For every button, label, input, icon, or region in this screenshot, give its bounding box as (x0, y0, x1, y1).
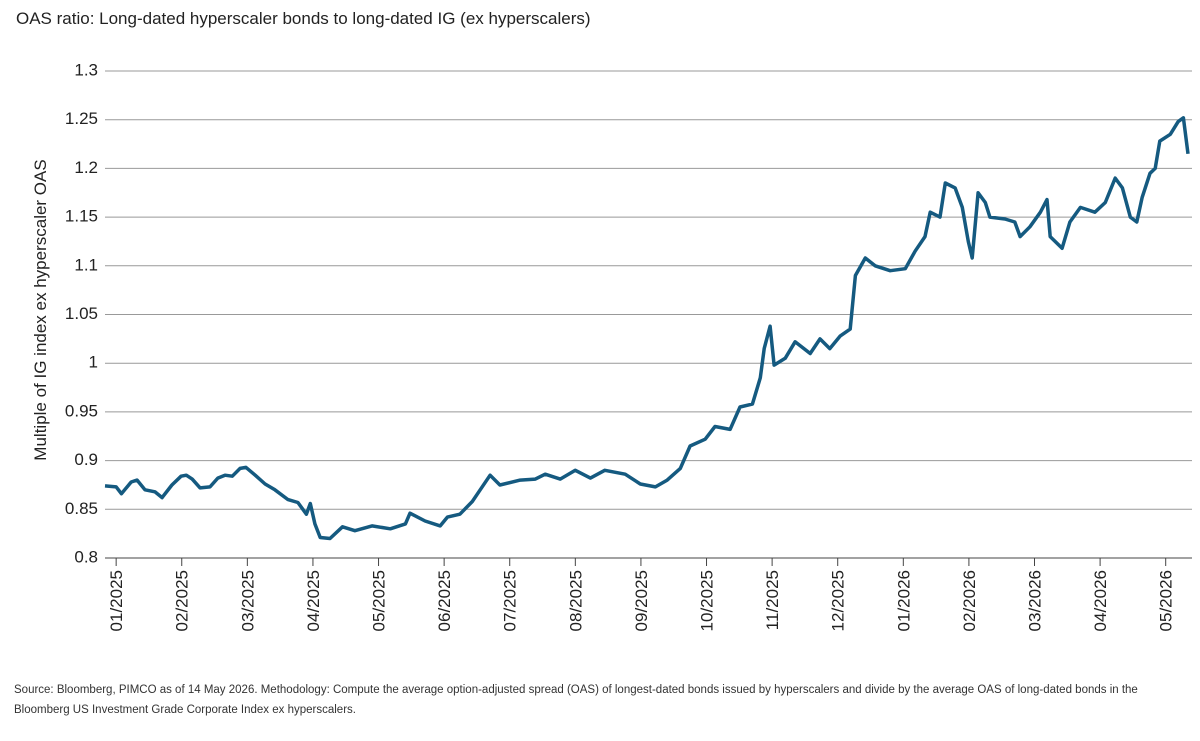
y-tick-label: 0.8 (74, 547, 98, 566)
y-tick-label: 1.1 (74, 255, 98, 274)
x-tick-label: 10/2025 (698, 570, 717, 631)
y-tick-label: 0.85 (65, 499, 98, 518)
x-tick-label: 12/2025 (829, 570, 848, 631)
y-tick-label: 1.3 (74, 60, 98, 79)
x-tick-label: 02/2026 (960, 570, 979, 631)
x-tick-label: 09/2025 (632, 570, 651, 631)
x-tick-label: 01/2025 (107, 570, 126, 631)
x-tick-label: 03/2025 (238, 570, 257, 631)
x-tick-label: 06/2025 (435, 570, 454, 631)
y-axis-label: Multiple of IG index ex hyperscaler OAS (31, 159, 50, 460)
chart-title: OAS ratio: Long-dated hyperscaler bonds … (16, 9, 591, 28)
x-tick-label: 02/2025 (173, 570, 192, 631)
y-tick-label: 1.15 (65, 207, 98, 226)
y-tick-label: 1 (89, 353, 98, 372)
x-tick-label: 11/2025 (763, 570, 782, 630)
x-tick-label: 04/2025 (304, 570, 323, 631)
x-tick-label: 04/2026 (1091, 570, 1110, 631)
x-tick-label: 03/2026 (1026, 570, 1045, 631)
x-tick-label: 07/2025 (501, 570, 520, 631)
y-tick-label: 1.2 (74, 158, 98, 177)
x-tick-label: 05/2025 (370, 570, 389, 631)
x-tick-label: 05/2026 (1157, 570, 1176, 631)
y-tick-label: 0.9 (74, 450, 98, 469)
y-tick-label: 1.05 (65, 304, 98, 323)
source-box: Source: Bloomberg, PIMCO as of 14 May 20… (14, 684, 1138, 716)
data-line (104, 116, 1190, 541)
source-note: Source: Bloomberg, PIMCO as of 14 May 20… (14, 684, 1138, 716)
y-tick-label: 0.95 (65, 401, 98, 420)
x-tick-label: 01/2026 (894, 570, 913, 631)
x-tick-label: 08/2025 (566, 570, 585, 631)
y-tick-label: 1.25 (65, 109, 98, 128)
